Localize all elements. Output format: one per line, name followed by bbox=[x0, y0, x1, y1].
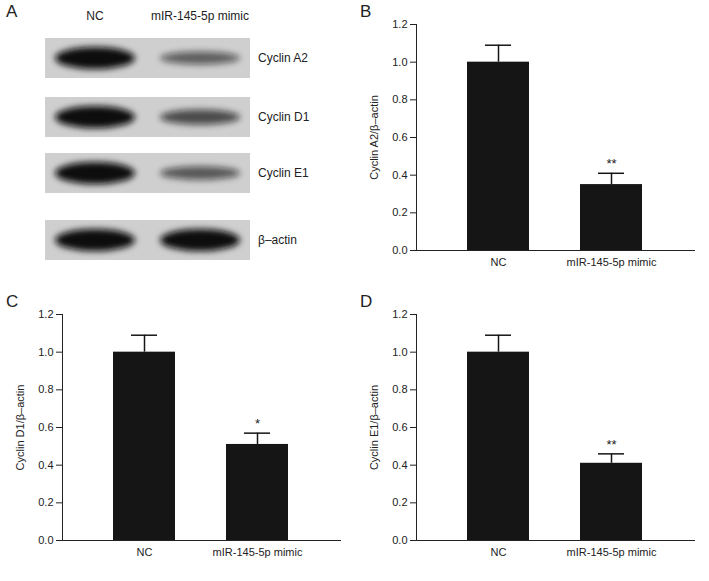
svg-text:0.6: 0.6 bbox=[38, 421, 53, 433]
svg-text:NC: NC bbox=[86, 9, 104, 23]
svg-text:NC: NC bbox=[491, 546, 507, 558]
svg-text:0.2: 0.2 bbox=[38, 496, 53, 508]
svg-text:0.4: 0.4 bbox=[392, 459, 407, 471]
html-text:D: D bbox=[360, 292, 373, 311]
svg-text:Cyclin A2: Cyclin A2 bbox=[258, 51, 308, 65]
svg-text:1.0: 1.0 bbox=[392, 346, 407, 358]
svg-text:0.6: 0.6 bbox=[392, 131, 407, 143]
svg-text:1.2: 1.2 bbox=[392, 308, 407, 320]
svg-text:0.4: 0.4 bbox=[392, 169, 407, 181]
svg-text:0.8: 0.8 bbox=[392, 383, 407, 395]
svg-text:0.0: 0.0 bbox=[392, 534, 407, 546]
svg-text:Cyclin E1: Cyclin E1 bbox=[258, 166, 309, 180]
svg-text:mIR-145-5p mimic: mIR-145-5p mimic bbox=[213, 546, 303, 558]
svg-text:mIR-145-5p mimic: mIR-145-5p mimic bbox=[567, 546, 657, 558]
svg-text:0.2: 0.2 bbox=[392, 496, 407, 508]
svg-text:NC: NC bbox=[137, 546, 153, 558]
svg-text:Cyclin E1/β–actin: Cyclin E1/β–actin bbox=[368, 385, 380, 470]
svg-text:0.4: 0.4 bbox=[38, 459, 53, 471]
svg-text:0.8: 0.8 bbox=[38, 383, 53, 395]
svg-text:NC: NC bbox=[491, 256, 507, 268]
svg-text:Cyclin A2/β–actin: Cyclin A2/β–actin bbox=[368, 95, 380, 180]
svg-text:Cyclin D1: Cyclin D1 bbox=[258, 110, 310, 124]
svg-text:*: * bbox=[255, 416, 260, 431]
svg-text:mIR-145-5p mimic: mIR-145-5p mimic bbox=[567, 256, 657, 268]
svg-text:1.0: 1.0 bbox=[38, 346, 53, 358]
svg-text:0.8: 0.8 bbox=[392, 93, 407, 105]
svg-text:mIR-145-5p mimic: mIR-145-5p mimic bbox=[151, 9, 249, 23]
svg-text:0.0: 0.0 bbox=[392, 244, 407, 256]
svg-text:**: ** bbox=[606, 156, 616, 171]
svg-text:0.0: 0.0 bbox=[38, 534, 53, 546]
svg-text:1.0: 1.0 bbox=[392, 56, 407, 68]
svg-text:0.6: 0.6 bbox=[392, 421, 407, 433]
svg-text:0.2: 0.2 bbox=[392, 206, 407, 218]
svg-text:Cyclin D1/β–actin: Cyclin D1/β–actin bbox=[14, 385, 26, 471]
svg-text:β–actin: β–actin bbox=[258, 233, 297, 247]
html-text:A: A bbox=[6, 2, 18, 21]
svg-text:**: ** bbox=[606, 437, 616, 452]
svg-text:1.2: 1.2 bbox=[392, 18, 407, 30]
html-text:B: B bbox=[360, 2, 372, 21]
svg-text:1.2: 1.2 bbox=[38, 308, 53, 320]
html-text:C: C bbox=[6, 292, 19, 311]
